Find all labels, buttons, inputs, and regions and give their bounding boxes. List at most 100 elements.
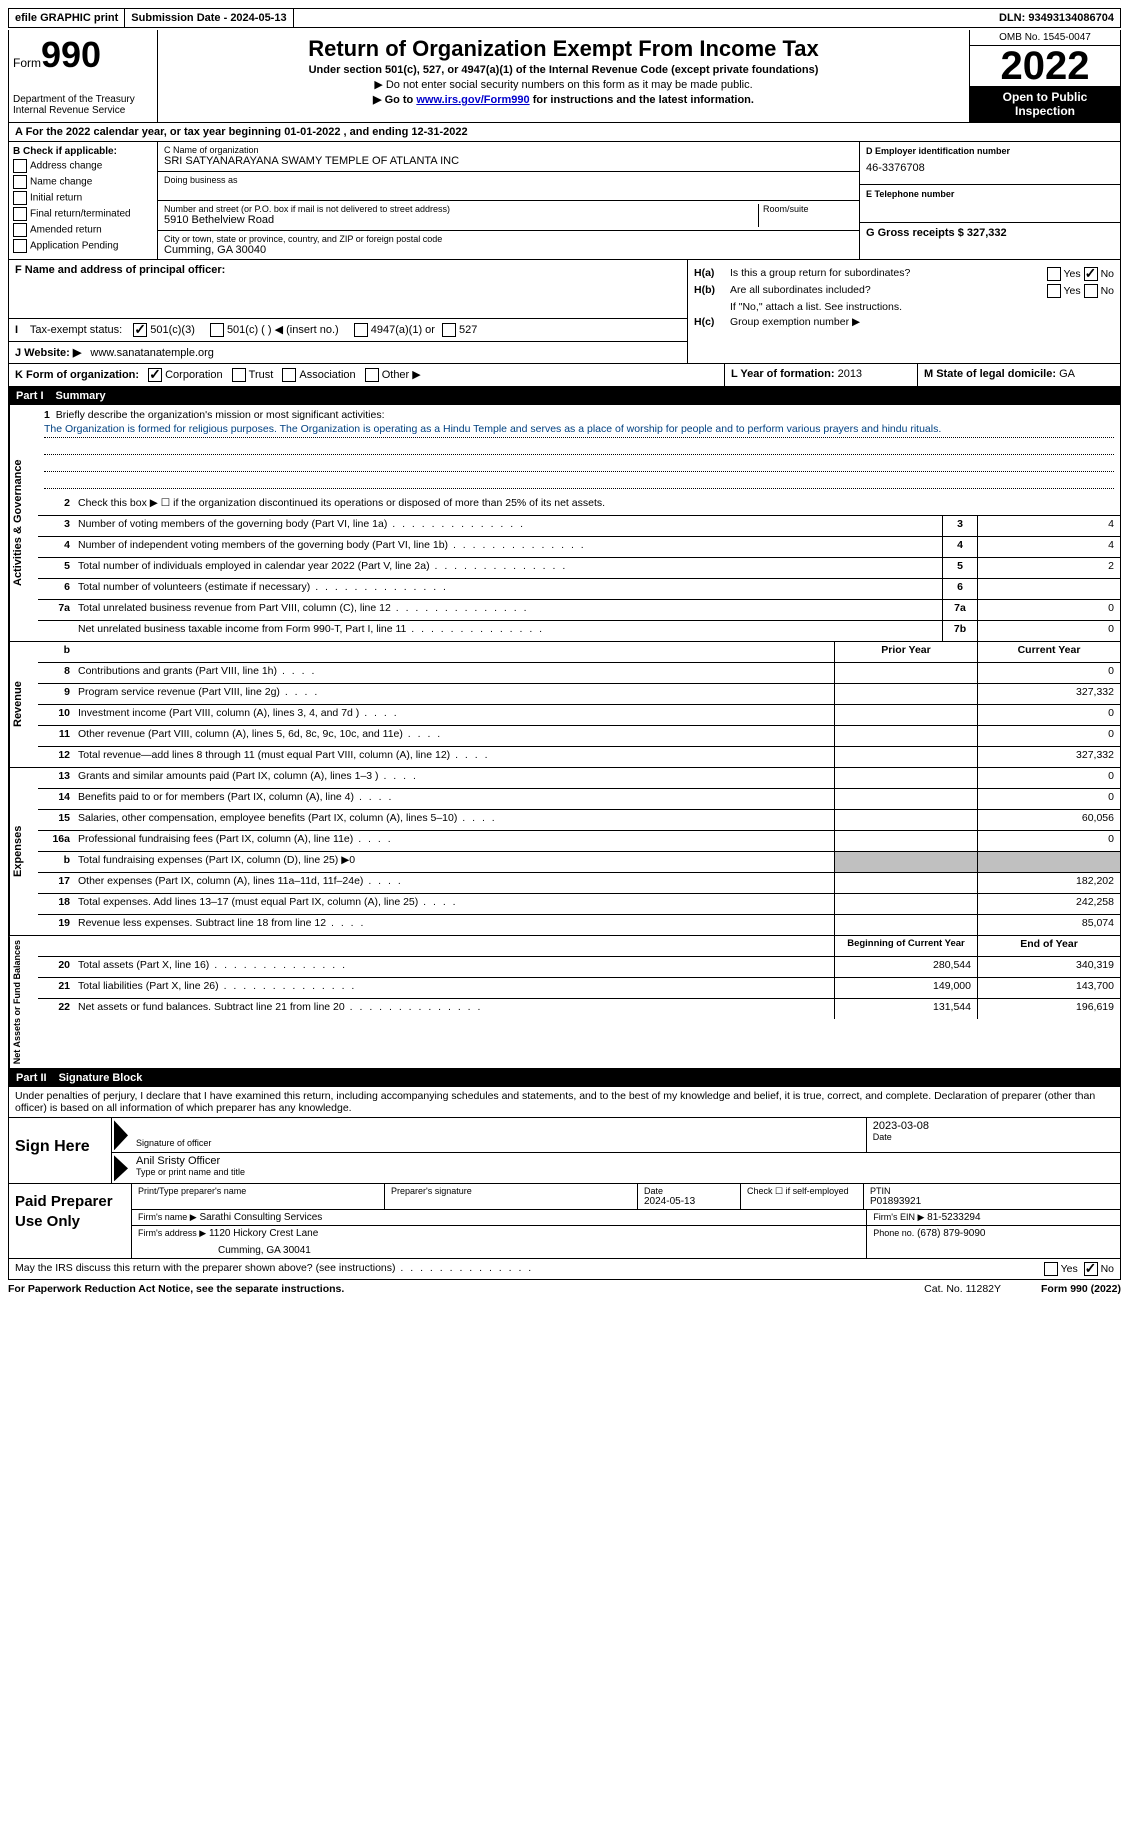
street-address: 5910 Bethelview Road [164,214,758,226]
fij-left: F Name and address of principal officer:… [9,260,688,363]
room-suite-label: Room/suite [763,204,853,214]
city-cell: City or town, state or province, country… [158,231,859,260]
form-number: 990 [41,34,101,75]
expense-row: bTotal fundraising expenses (Part IX, co… [38,852,1120,873]
top-bar: efile GRAPHIC print Submission Date - 20… [8,8,1121,28]
ein-cell: D Employer identification number 46-3376… [860,142,1120,185]
expense-row: 18Total expenses. Add lines 13–17 (must … [38,894,1120,915]
website-value: www.sanatanatemple.org [90,347,214,359]
principal-officer: F Name and address of principal officer: [9,260,687,319]
org-name-cell: C Name of organization SRI SATYANARAYANA… [158,142,859,172]
submission-date: Submission Date - 2024-05-13 [125,9,293,27]
form-word: Form [13,56,41,70]
h-b: H(b) Are all subordinates included? Yes … [694,284,1114,298]
row-a-tax-year: A For the 2022 calendar year, or tax yea… [8,123,1121,142]
l-year-formation: L Year of formation: 2013 [725,364,918,386]
mission-block: 1 Briefly describe the organization's mi… [38,405,1120,495]
summary-row: 7aTotal unrelated business revenue from … [38,600,1120,621]
ein-value: 46-3376708 [866,156,1114,180]
hb-yes[interactable] [1047,284,1061,298]
discuss-yes[interactable] [1044,1262,1058,1276]
revenue-section: Revenue b Prior Year Current Year 8Contr… [8,642,1121,768]
revenue-row: 10Investment income (Part VIII, column (… [38,705,1120,726]
ha-no[interactable] [1084,267,1098,281]
discuss-no[interactable] [1084,1262,1098,1276]
phone-cell: E Telephone number [860,185,1120,223]
cb-501c3[interactable]: 501(c)(3) [133,324,195,336]
dba-cell: Doing business as [158,172,859,202]
ha-yes[interactable] [1047,267,1061,281]
cb-501c[interactable]: 501(c) ( ) ◀ (insert no.) [210,324,339,336]
hb-no[interactable] [1084,284,1098,298]
expense-row: 19Revenue less expenses. Subtract line 1… [38,915,1120,935]
h-b-note: If "No," attach a list. See instructions… [694,301,1114,313]
col-deg: D Employer identification number 46-3376… [859,142,1120,259]
irs-link[interactable]: www.irs.gov/Form990 [416,94,529,106]
catalog-number: Cat. No. 11282Y [924,1283,1001,1295]
open-inspection: Open to Public Inspection [970,86,1120,122]
summary-row: 5Total number of individuals employed in… [38,558,1120,579]
cb-corp[interactable]: Corporation [148,369,222,381]
form-header: Form990 Department of the Treasury Inter… [8,30,1121,123]
cb-final-return[interactable]: Final return/terminated [13,207,153,221]
expense-row: 14Benefits paid to or for members (Part … [38,789,1120,810]
h-section: H(a) Is this a group return for subordin… [688,260,1120,363]
dln: DLN: 93493134086704 [993,9,1120,27]
mission-text: The Organization is formed for religious… [44,423,1114,438]
expense-row: 16aProfessional fundraising fees (Part I… [38,831,1120,852]
cb-4947[interactable]: 4947(a)(1) or [354,324,435,336]
discuss-yes-no: Yes No [1044,1262,1114,1276]
revenue-row: 11Other revenue (Part VIII, column (A), … [38,726,1120,747]
subtitle-3: ▶ Go to www.irs.gov/Form990 for instruct… [162,93,965,106]
tax-year: 2022 [970,46,1120,86]
gross-receipts-cell: G Gross receipts $ 327,332 [860,223,1120,260]
cb-527[interactable]: 527 [442,324,477,336]
officer-name: Anil Sristy Officer Type or print name a… [130,1153,1120,1183]
cb-amended-return[interactable]: Amended return [13,223,153,237]
cb-address-change[interactable]: Address change [13,159,153,173]
netasset-row: 20Total assets (Part X, line 16)280,5443… [38,957,1120,978]
k-form-org: K Form of organization: Corporation Trus… [9,364,725,386]
cb-other[interactable]: Other ▶ [365,369,421,381]
form-title: Return of Organization Exempt From Incom… [162,36,965,62]
netasset-row: 21Total liabilities (Part X, line 26)149… [38,978,1120,999]
vtab-activities: Activities & Governance [9,405,38,641]
gross-receipts-value: 327,332 [967,227,1007,239]
expense-row: 15Salaries, other compensation, employee… [38,810,1120,831]
cb-trust[interactable]: Trust [232,369,274,381]
section-bcdeg: B Check if applicable: Address change Na… [8,142,1121,260]
part1-bar: Part I Summary [8,387,1121,405]
activities-section: Activities & Governance 1 Briefly descri… [8,405,1121,642]
col-b-checkboxes: B Check if applicable: Address change Na… [9,142,158,259]
cb-initial-return[interactable]: Initial return [13,191,153,205]
city-state-zip: Cumming, GA 30040 [164,244,853,256]
summary-row: 4Number of independent voting members of… [38,537,1120,558]
officer-signature[interactable]: Signature of officer [130,1118,866,1152]
prep-row-2: Firm's name ▶ Sarathi Consulting Service… [132,1210,1120,1226]
summary-row: 3Number of voting members of the governi… [38,516,1120,537]
expenses-section: Expenses 13Grants and similar amounts pa… [8,768,1121,936]
form-footer: Form 990 (2022) [1041,1283,1121,1295]
address-cell: Number and street (or P.O. box if mail i… [158,201,859,231]
tax-exempt-status: I Tax-exempt status: 501(c)(3) 501(c) ( … [9,319,687,342]
header-center: Return of Organization Exempt From Incom… [158,30,969,122]
header-right: OMB No. 1545-0047 2022 Open to Public In… [969,30,1120,122]
cb-name-change[interactable]: Name change [13,175,153,189]
prep-row-1: Print/Type preparer's name Preparer's si… [132,1184,1120,1210]
vtab-expenses: Expenses [9,768,38,935]
klm-row: K Form of organization: Corporation Trus… [8,364,1121,387]
header-left: Form990 Department of the Treasury Inter… [9,30,158,122]
expense-row: 17Other expenses (Part IX, column (A), l… [38,873,1120,894]
summary-row: Net unrelated business taxable income fr… [38,621,1120,641]
sign-here-label: Sign Here [9,1118,112,1183]
subtitle-2: ▶ Do not enter social security numbers o… [162,78,965,91]
revenue-row: 9Program service revenue (Part VIII, lin… [38,684,1120,705]
rev-header: b Prior Year Current Year [38,642,1120,663]
revenue-row: 12Total revenue—add lines 8 through 11 (… [38,747,1120,767]
website-row: J Website: ▶ www.sanatanatemple.org [9,342,687,363]
arrow-icon [114,1120,128,1150]
h-c: H(c) Group exemption number ▶ [694,316,1114,328]
section-fhij: F Name and address of principal officer:… [8,260,1121,364]
cb-assoc[interactable]: Association [282,369,355,381]
cb-app-pending[interactable]: Application Pending [13,239,153,253]
